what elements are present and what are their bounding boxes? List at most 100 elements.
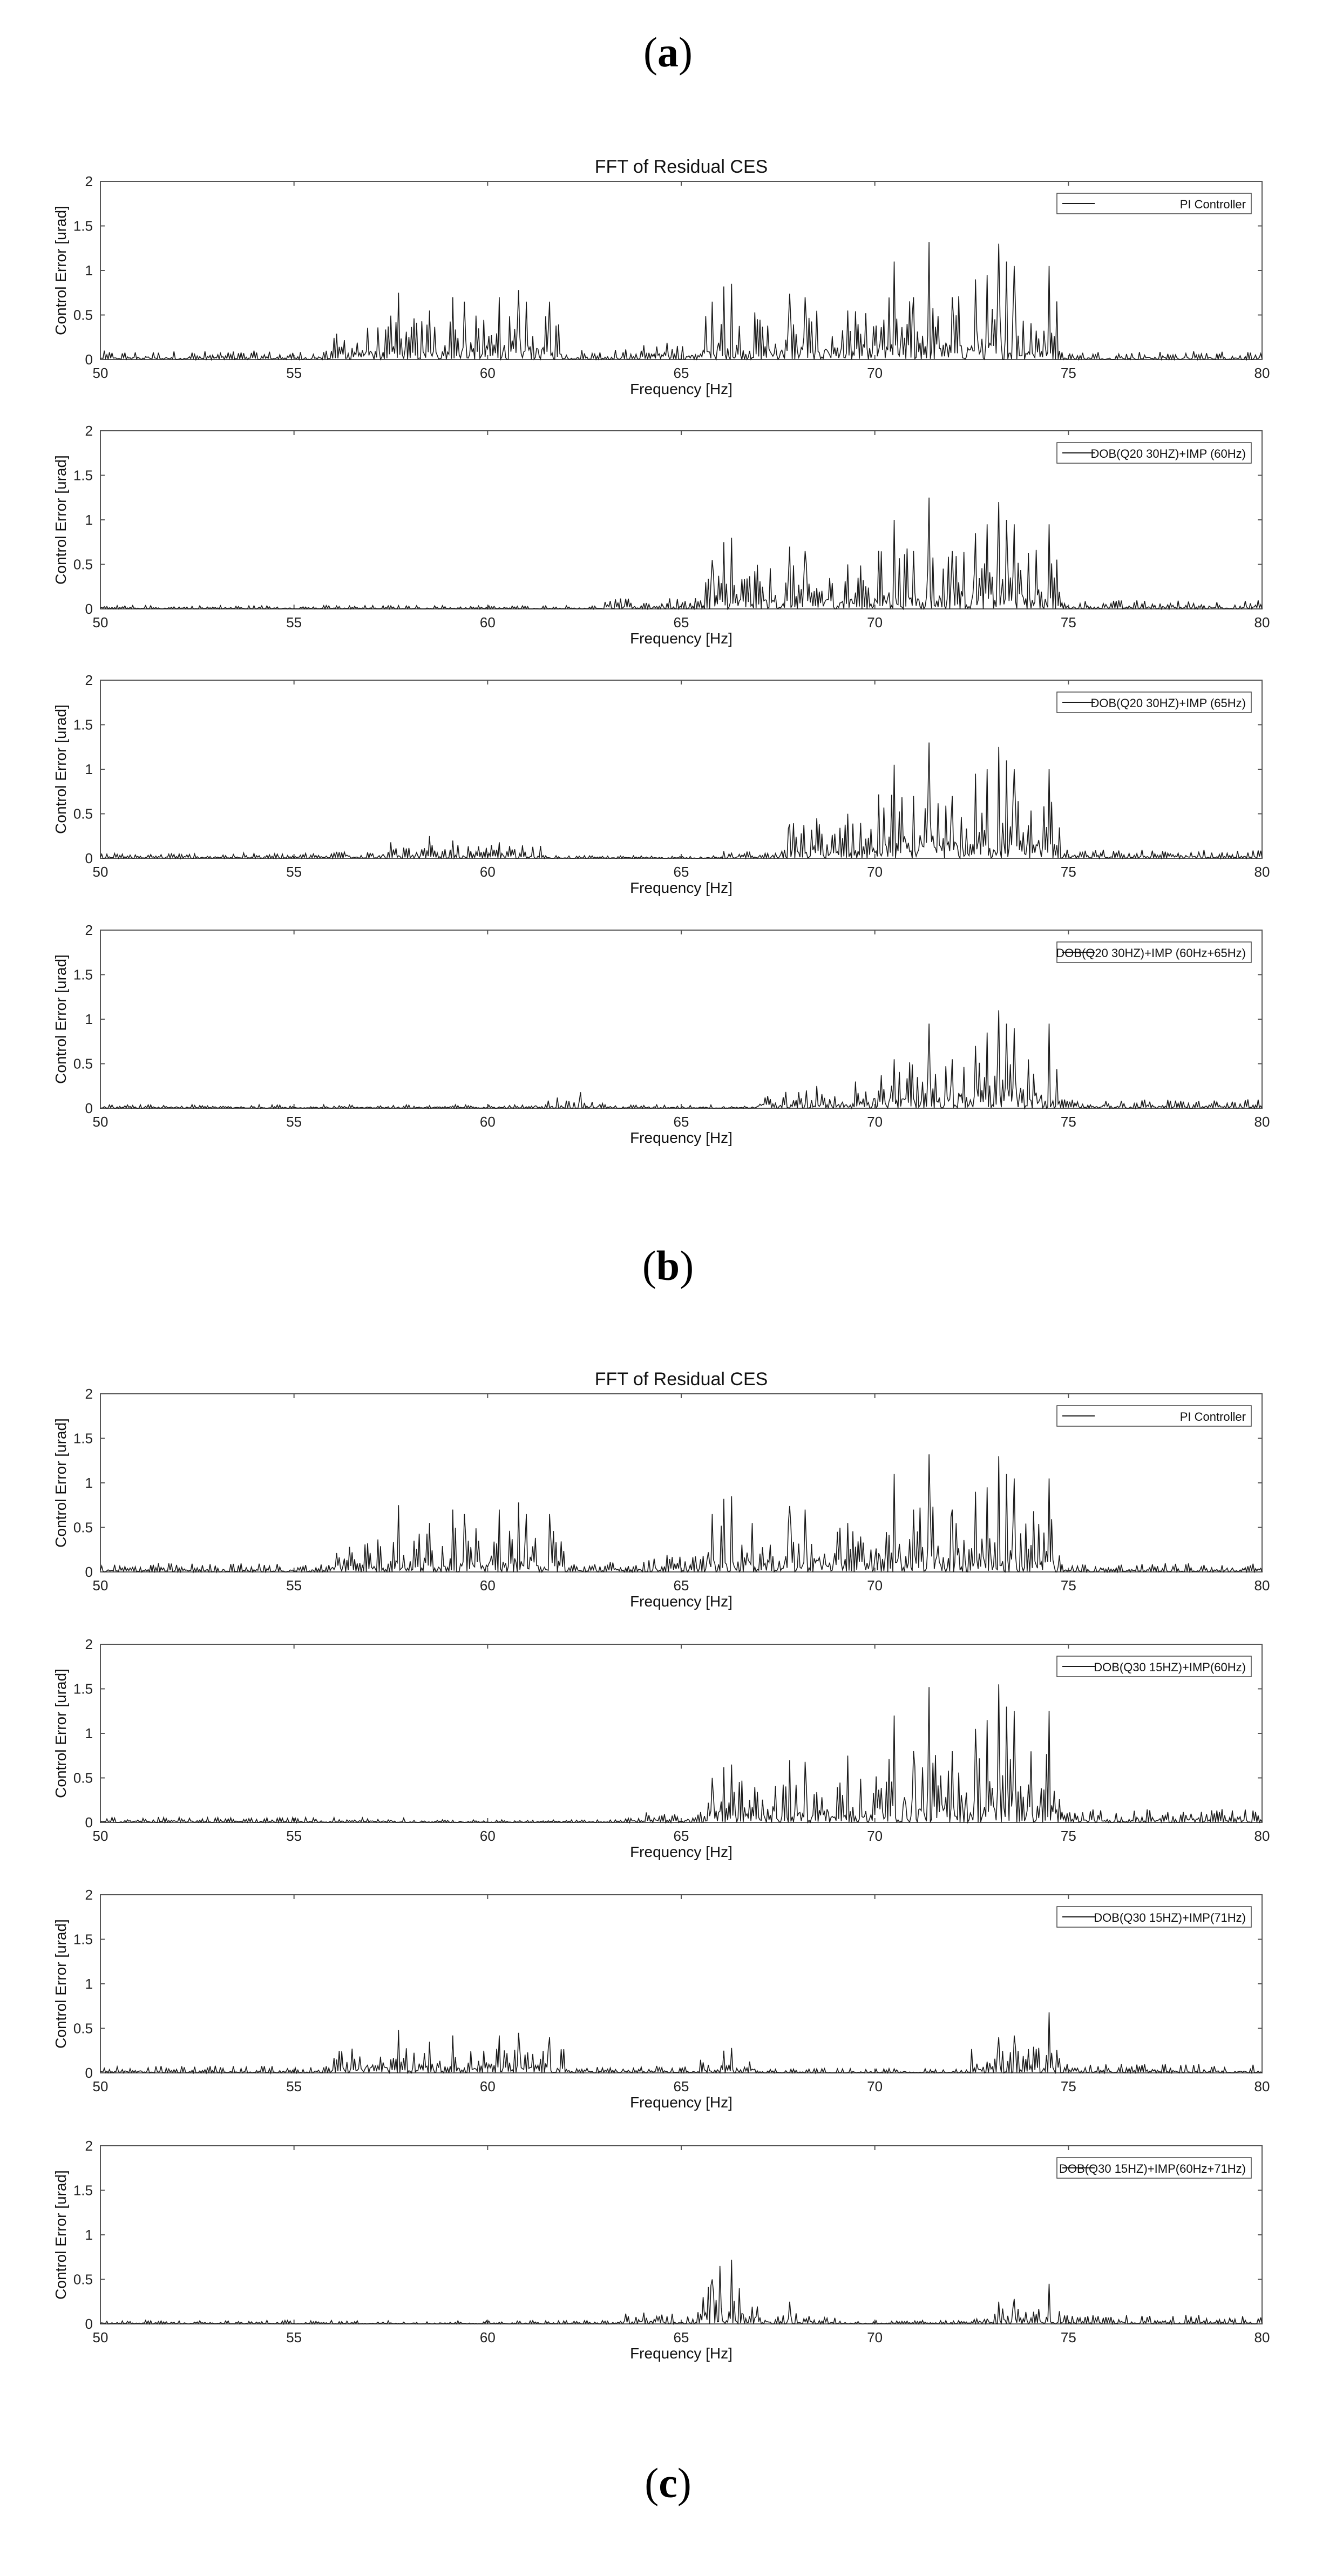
x-tick-label: 70 [867,2329,883,2345]
x-tick-label: 55 [286,1577,302,1594]
legend-label: DOB(Q30 15HZ)+IMP(60Hz) [1094,1660,1246,1674]
chart-title: FFT of Residual CES [595,157,768,177]
y-tick-label: 1 [85,1011,93,1027]
x-tick-label: 60 [480,1577,496,1594]
y-axis-label: Control Error [urad] [52,455,69,585]
legend: DOB(Q20 30HZ)+IMP (65Hz) [1056,692,1252,713]
x-tick-label: 60 [480,365,496,381]
x-tick-label: 80 [1254,2078,1270,2094]
legend: PI Controller [1056,193,1252,214]
y-tick-label: 1 [85,761,93,777]
legend: DOB(Q30 15HZ)+IMP(60Hz) [1056,1656,1252,1677]
panel-c-3: 50 55 60 65 70 75 80 0 0.5 1 1.5 2 Frequency [Hz] Con… [52,1887,1270,2111]
y-tick-label: 0.5 [73,2272,93,2288]
legend: DOB(Q20 30HZ)+IMP (60Hz+65Hz) [1056,941,1252,963]
x-tick-label: 75 [1061,2329,1076,2345]
legend: DOB(Q30 15HZ)+IMP(71Hz) [1056,1906,1252,1928]
panel-c-4: 50 55 60 65 70 75 80 0 0.5 1 1.5 2 Frequency [Hz] Con… [52,2138,1270,2362]
y-tick-label: 1.5 [73,218,93,234]
y-tick-label: 2 [85,922,93,938]
y-axis-label: Control Error [urad] [52,954,69,1084]
x-tick-label: 65 [674,1114,689,1130]
x-tick-label: 65 [674,365,689,381]
series-line [100,242,1263,361]
y-axis-label: Control Error [urad] [52,1919,69,2049]
x-tick-label: 50 [93,2078,108,2094]
series-line [100,742,1263,860]
x-tick-label: 75 [1061,1577,1076,1594]
y-tick-label: 0.5 [73,2021,93,2037]
x-tick-label: 65 [674,864,689,880]
legend-box [1056,692,1252,713]
panel-b-3: 50 55 60 65 70 75 80 0 0.5 1 1.5 2 Frequency [Hz] Con… [52,672,1270,896]
legend-label: DOB(Q20 30HZ)+IMP (60Hz) [1090,447,1246,460]
y-axis-label: Control Error [urad] [52,2170,69,2300]
x-tick-label: 60 [480,2078,496,2094]
y-tick-label: 1 [85,1475,93,1491]
panel-b-1: 50 55 60 65 70 75 80 0 0.5 1 1.5 2 Frequency [Hz] Con… [52,173,1270,397]
panel-b-4: 50 55 60 65 70 75 80 0 0.5 1 1.5 2 Frequency [Hz] Con… [52,922,1270,1146]
y-tick-label: 1 [85,262,93,279]
x-tick-label: 70 [867,1114,883,1130]
x-tick-label: 80 [1254,1577,1270,1594]
x-tick-label: 50 [93,1828,108,1844]
y-tick-label: 1 [85,2227,93,2243]
x-tick-label: 70 [867,1828,883,1844]
chart-group-c: FFT of Residual CES 50 55 60 65 70 75 80 0 0.5 1 1.… [52,1369,1270,2362]
legend-label: PI Controller [1180,1410,1246,1423]
x-tick-label: 55 [286,2329,302,2345]
x-tick-label: 50 [93,864,108,880]
y-tick-label: 0 [85,2065,93,2081]
panel-c-1: 50 55 60 65 70 75 80 0 0.5 1 1.5 2 Frequency [Hz] Con… [52,1386,1270,1610]
figure-label-c: (c) [645,2459,691,2506]
x-axis-label: Frequency [Hz] [630,1843,733,1860]
legend: DOB(Q20 30HZ)+IMP (60Hz) [1056,442,1252,464]
y-tick-label: 2 [85,173,93,189]
x-axis-label: Frequency [Hz] [630,2094,733,2111]
x-tick-label: 50 [93,365,108,381]
legend: DOB(Q30 15HZ)+IMP(60Hz+71Hz) [1056,2157,1252,2179]
series-line [100,497,1263,611]
x-tick-label: 80 [1254,1114,1270,1130]
figure-label-b: (b) [642,1242,694,1289]
x-tick-label: 65 [674,614,689,631]
y-tick-label: 0 [85,601,93,617]
y-tick-label: 2 [85,2138,93,2154]
x-axis-label: Frequency [Hz] [630,879,733,896]
y-tick-label: 2 [85,1887,93,1903]
y-tick-label: 0 [85,1564,93,1580]
legend: PI Controller [1056,1405,1252,1427]
chart-title: FFT of Residual CES [595,1369,768,1389]
panel-c-2: 50 55 60 65 70 75 80 0 0.5 1 1.5 2 Frequency [Hz] Con… [52,1636,1270,1860]
chart-group-b: FFT of Residual CES 50 55 60 65 70 75 80 0 0.5 1 1.… [52,157,1270,1146]
x-tick-label: 55 [286,1828,302,1844]
figure-label-b-letter: b [656,1242,680,1289]
y-tick-label: 0 [85,850,93,866]
x-tick-label: 70 [867,2078,883,2094]
x-tick-label: 60 [480,2329,496,2345]
x-axis-label: Frequency [Hz] [630,1593,733,1610]
x-tick-label: 60 [480,1114,496,1130]
x-tick-label: 75 [1061,2078,1076,2094]
x-tick-label: 65 [674,2329,689,2345]
x-axis-label: Frequency [Hz] [630,381,733,397]
y-tick-label: 0.5 [73,307,93,323]
x-tick-label: 50 [93,614,108,631]
y-tick-label: 1 [85,1976,93,1992]
y-tick-label: 2 [85,1636,93,1652]
y-tick-label: 1 [85,1725,93,1741]
x-tick-label: 65 [674,2078,689,2094]
x-tick-label: 80 [1254,614,1270,631]
x-tick-label: 80 [1254,365,1270,381]
x-axis-label: Frequency [Hz] [630,2345,733,2362]
y-tick-label: 1.5 [73,2182,93,2199]
x-tick-label: 75 [1061,1828,1076,1844]
x-tick-label: 75 [1061,864,1076,880]
x-tick-label: 80 [1254,1828,1270,1844]
x-tick-label: 75 [1061,1114,1076,1130]
x-tick-label: 80 [1254,2329,1270,2345]
y-tick-label: 0.5 [73,806,93,822]
x-tick-label: 50 [93,1577,108,1594]
legend-label: DOB(Q30 15HZ)+IMP(60Hz+71Hz) [1059,2162,1246,2175]
y-tick-label: 1.5 [73,467,93,484]
